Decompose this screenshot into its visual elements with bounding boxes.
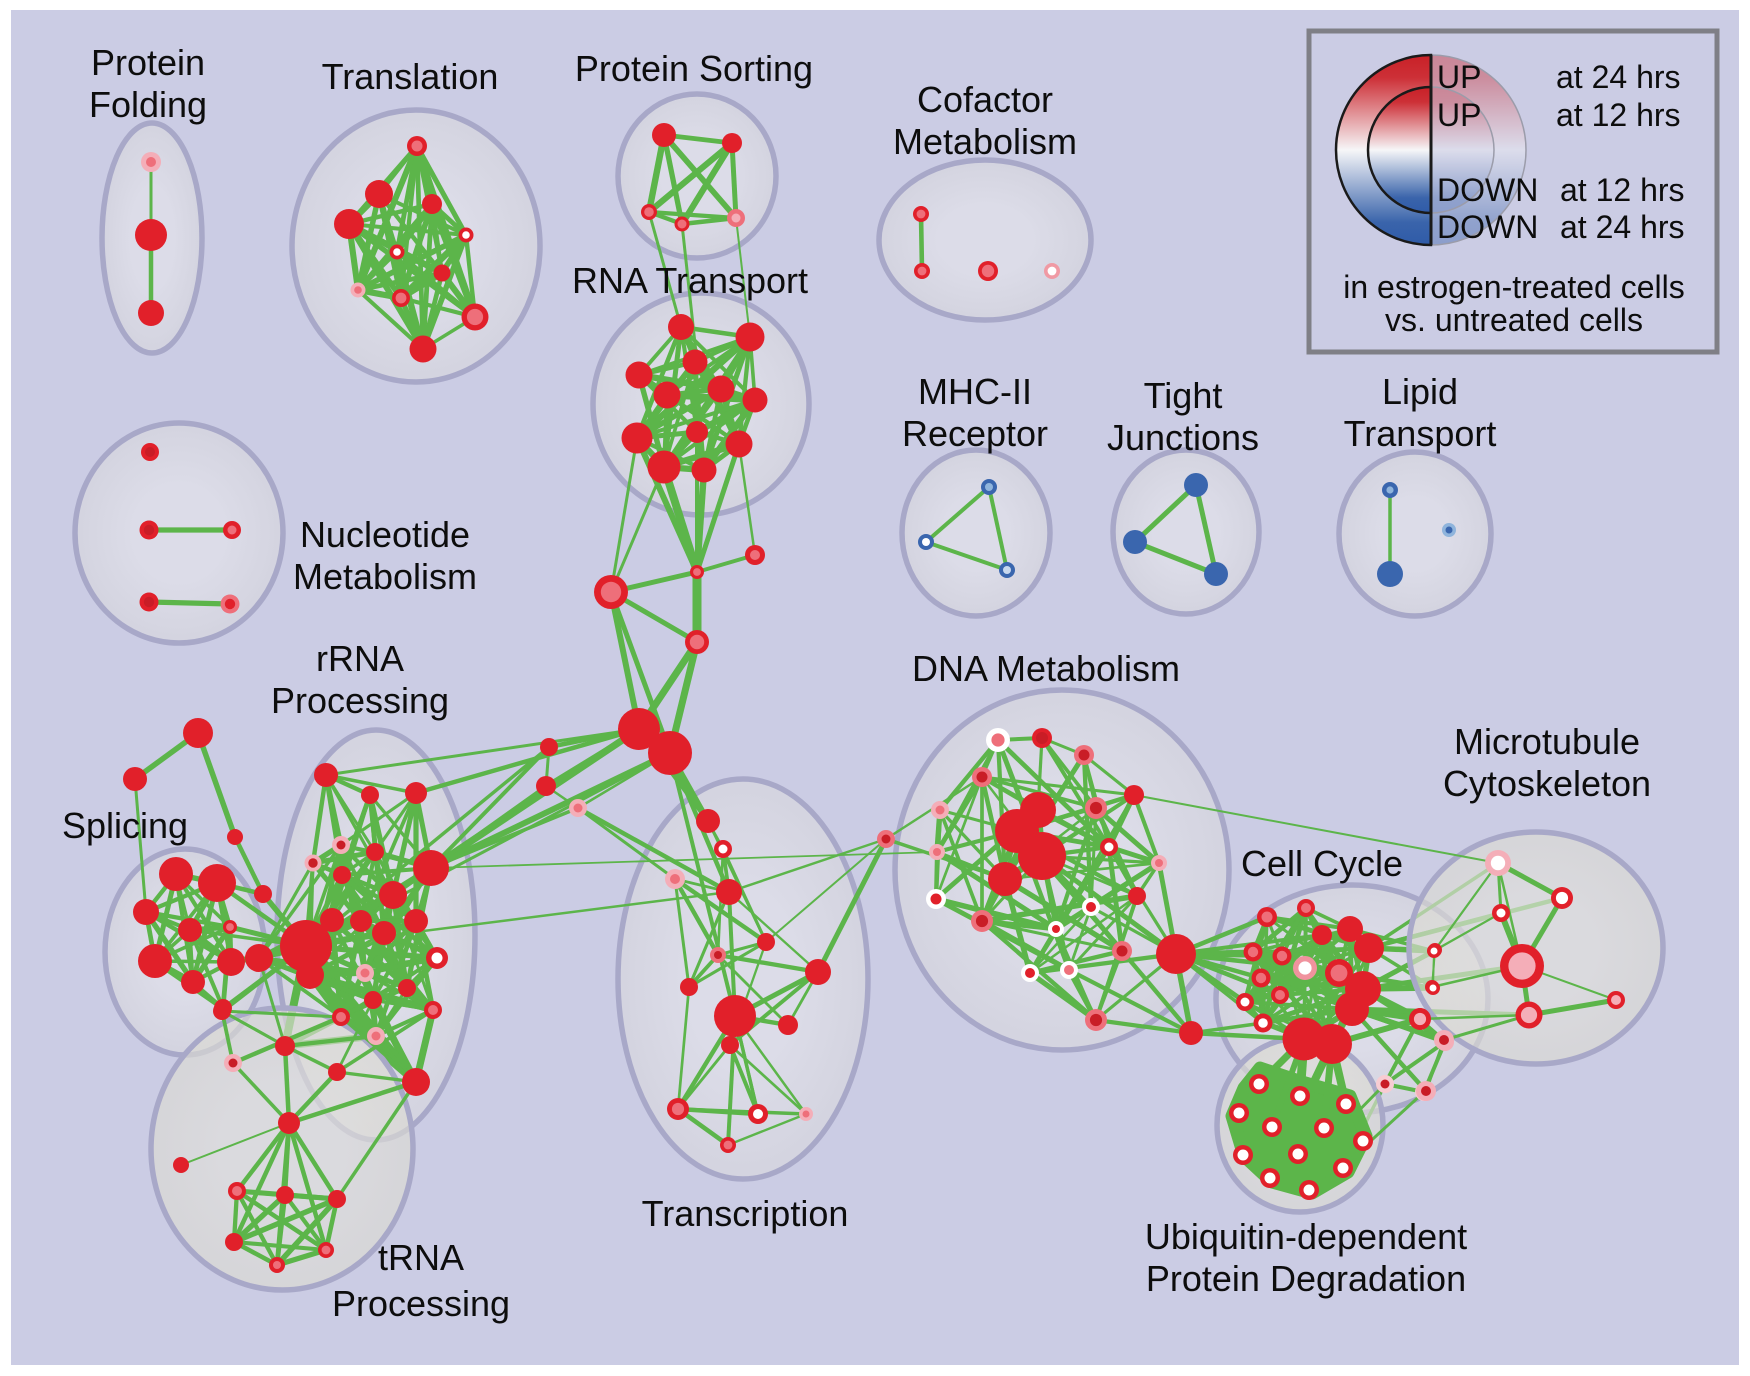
svg-text:Protein Degradation: Protein Degradation [1146, 1258, 1466, 1299]
svg-text:Metabolism: Metabolism [293, 556, 477, 597]
svg-text:Nucleotide: Nucleotide [300, 514, 470, 555]
svg-text:RNA Transport: RNA Transport [572, 260, 808, 301]
svg-text:Cell Cycle: Cell Cycle [1241, 843, 1403, 884]
svg-text:tRNA: tRNA [378, 1237, 464, 1278]
svg-text:Cytoskeleton: Cytoskeleton [1443, 763, 1651, 804]
svg-text:DNA Metabolism: DNA Metabolism [912, 648, 1180, 689]
svg-text:in estrogen-treated cells: in estrogen-treated cells [1343, 269, 1685, 305]
svg-text:Tight: Tight [1144, 375, 1223, 416]
svg-text:Folding: Folding [89, 84, 207, 125]
svg-text:at 24 hrs: at 24 hrs [1556, 59, 1681, 95]
svg-text:Metabolism: Metabolism [893, 121, 1077, 162]
svg-text:Junctions: Junctions [1107, 417, 1259, 458]
svg-text:Translation: Translation [322, 56, 499, 97]
svg-text:UP: UP [1437, 97, 1481, 133]
svg-text:at 24 hrs: at 24 hrs [1560, 209, 1685, 245]
svg-text:Cofactor: Cofactor [917, 79, 1053, 120]
svg-text:Microtubule: Microtubule [1454, 721, 1640, 762]
svg-text:Processing: Processing [332, 1283, 510, 1324]
svg-text:vs. untreated cells: vs. untreated cells [1385, 302, 1643, 338]
svg-text:Processing: Processing [271, 680, 449, 721]
svg-text:rRNA: rRNA [316, 638, 404, 679]
svg-text:Receptor: Receptor [902, 413, 1048, 454]
svg-text:DOWN: DOWN [1437, 172, 1538, 208]
svg-text:at 12 hrs: at 12 hrs [1560, 172, 1685, 208]
svg-text:Protein: Protein [91, 42, 205, 83]
svg-text:Ubiquitin-dependent: Ubiquitin-dependent [1145, 1216, 1467, 1257]
svg-text:DOWN: DOWN [1437, 209, 1538, 245]
svg-text:MHC-II: MHC-II [918, 371, 1032, 412]
svg-text:Transcription: Transcription [642, 1193, 849, 1234]
svg-text:UP: UP [1437, 59, 1481, 95]
svg-text:Protein Sorting: Protein Sorting [575, 48, 813, 89]
svg-text:Lipid: Lipid [1382, 371, 1458, 412]
svg-text:Transport: Transport [1344, 413, 1497, 454]
svg-text:at 12 hrs: at 12 hrs [1556, 97, 1681, 133]
svg-text:Splicing: Splicing [62, 805, 188, 846]
